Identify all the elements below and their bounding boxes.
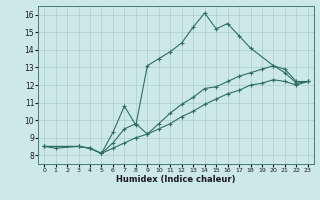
X-axis label: Humidex (Indice chaleur): Humidex (Indice chaleur) [116, 175, 236, 184]
